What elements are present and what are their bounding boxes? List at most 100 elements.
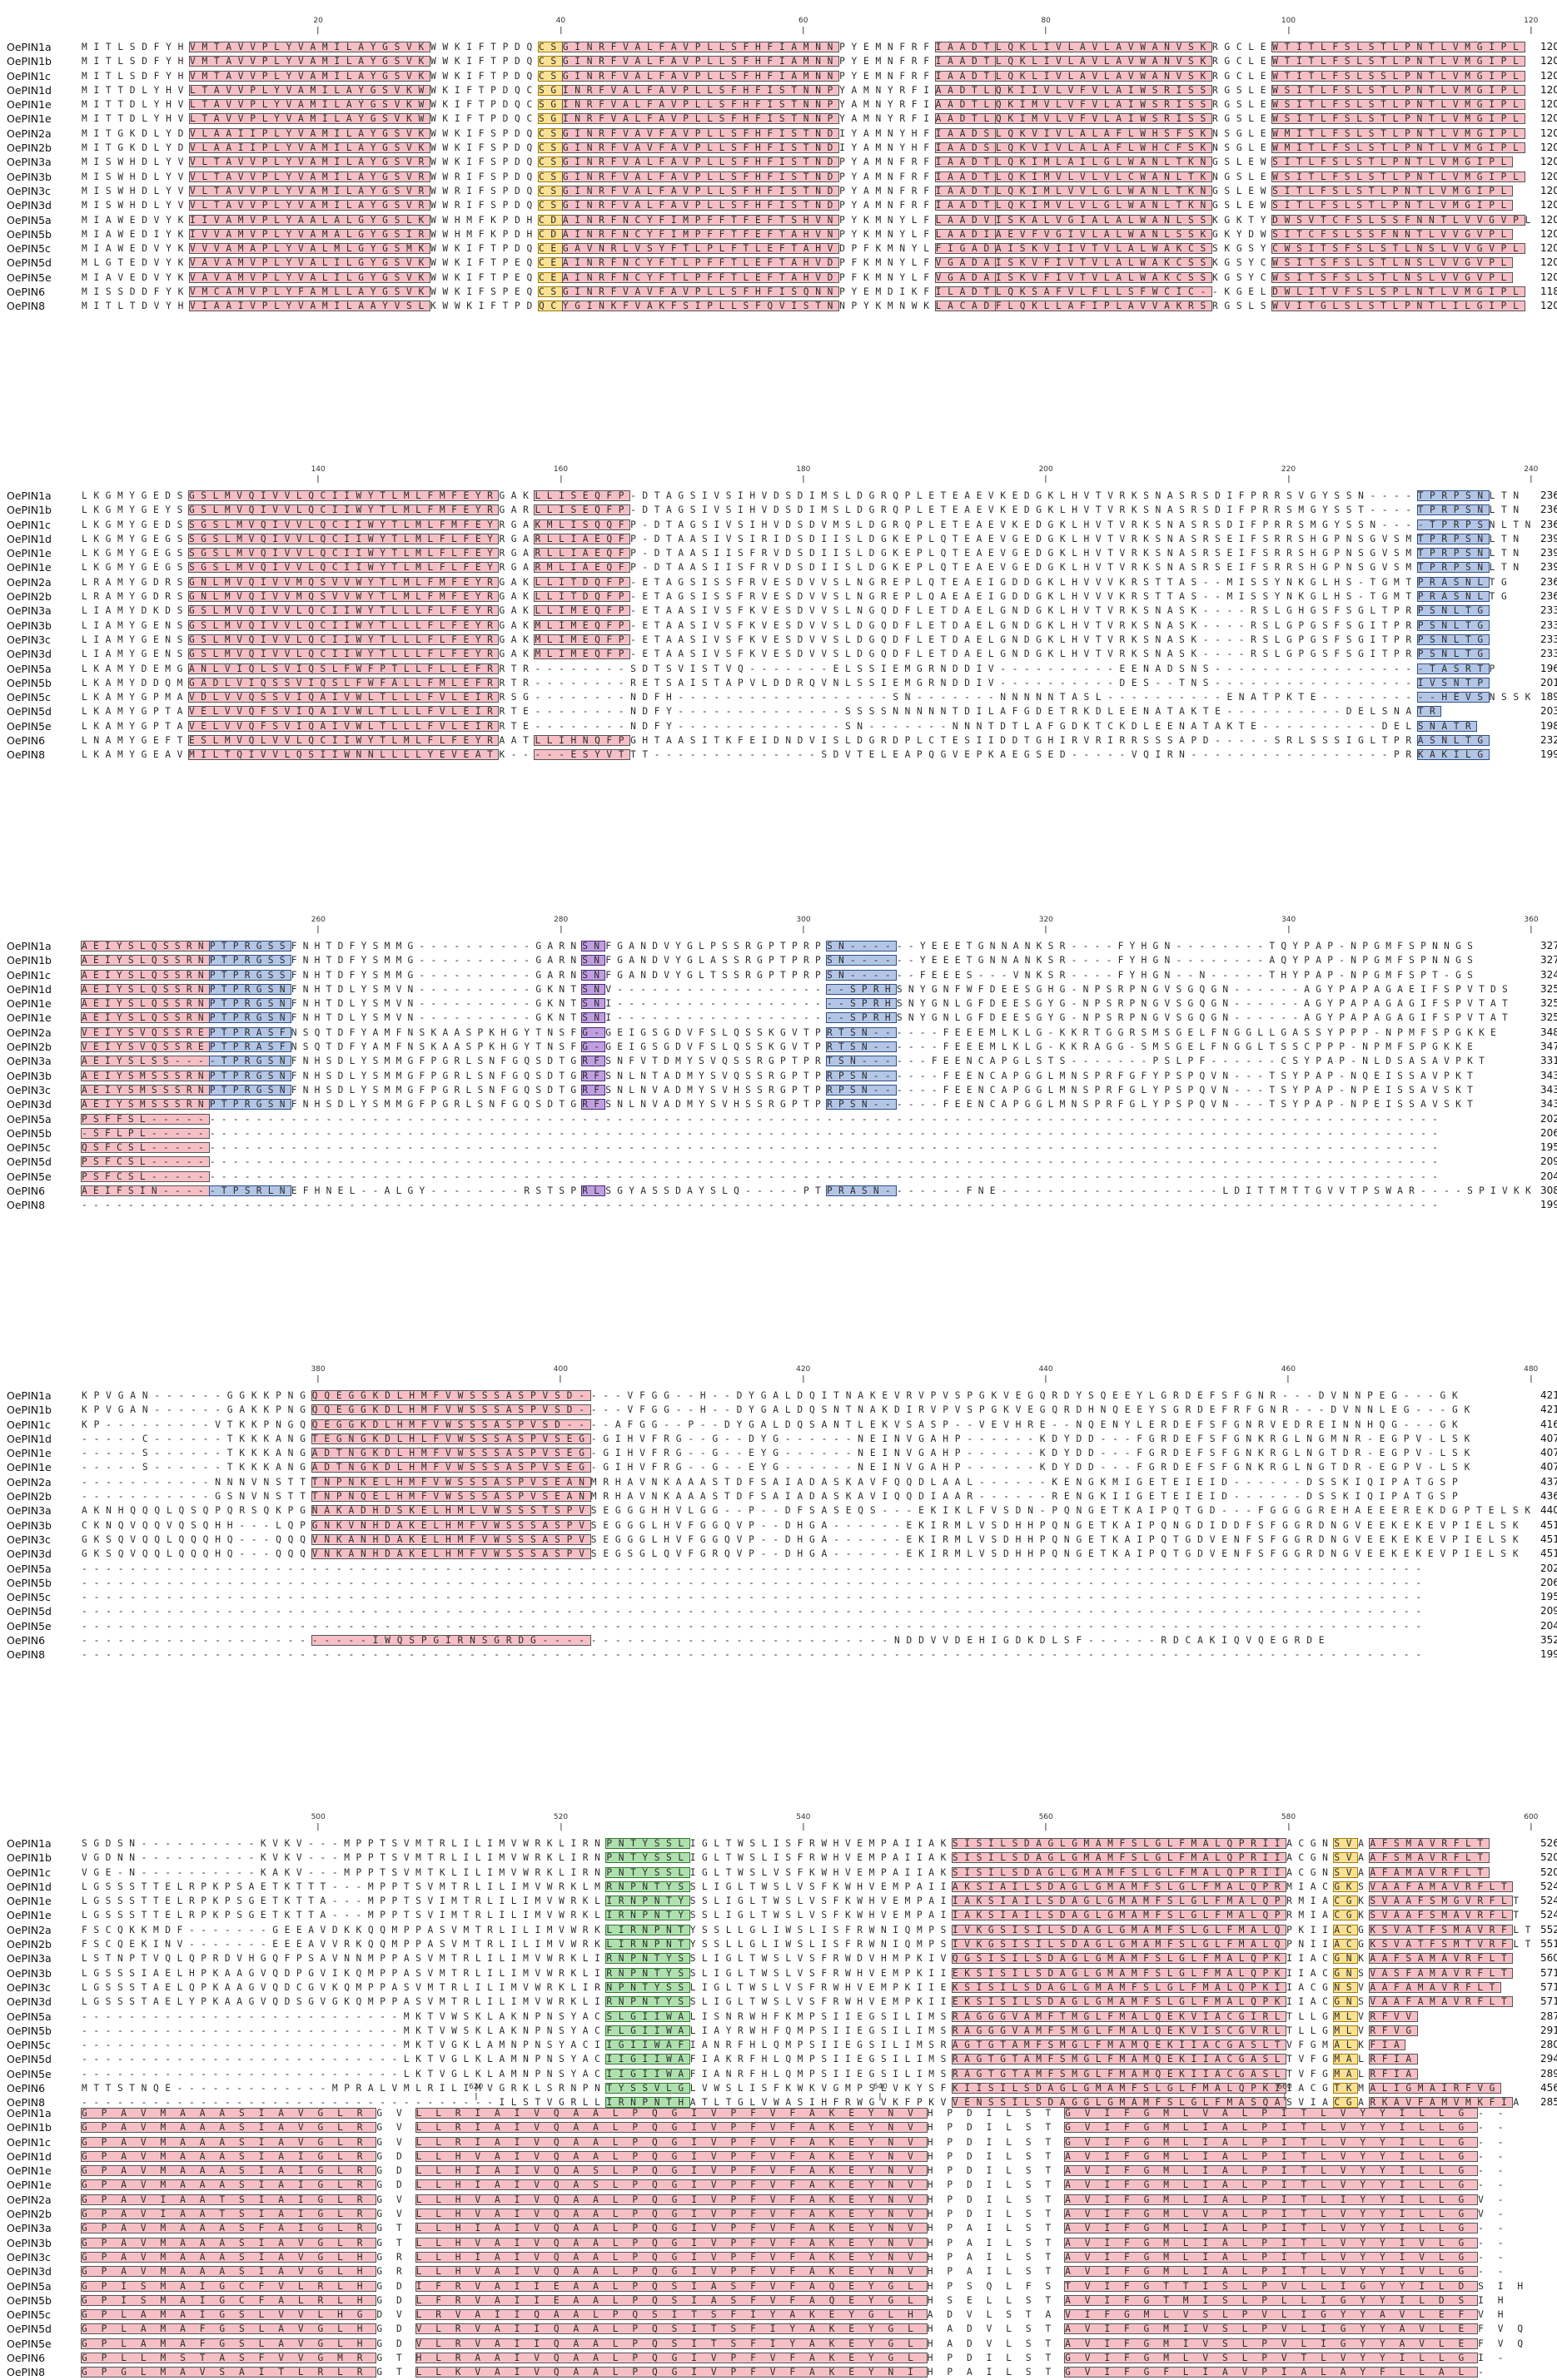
sequence-residues: MIAWEDVYKIIVAMVPLYAALALGYGSLKWWHMFKPDHCD… (82, 213, 1537, 227)
sequence-name: OePIN3b (7, 1069, 73, 1083)
ruler-tick: 40 (556, 17, 565, 34)
sequence-name: OePIN5b (7, 2293, 73, 2308)
sequence-name: OePIN1b (7, 1851, 73, 1865)
sequence-end-position: 120 (1540, 97, 1557, 112)
sequence-residues: MIAWEDVYKVVVAMAPLYVALMLGYGSMKWWKIFTPDQCE… (82, 241, 1525, 256)
sequence-end-position: 343 (1540, 1097, 1557, 1111)
sequence-residues: LKAMYGPTAVELVVQFSVIQAIVWLTLLLFVLEIRRTE--… (82, 719, 1477, 733)
sequence-residues: CKNQVQQVQSQHH---LQPGNKVNHDAKELHMFVWSSSAS… (82, 1518, 1525, 1533)
sequence-end-position: 120 (1540, 299, 1557, 313)
ruler-tick: 260 (311, 916, 326, 933)
ruler-tick: 80 (1041, 17, 1050, 34)
sequence-name: OePIN5a (7, 213, 73, 227)
sequence-name: OePIN5e (7, 2337, 73, 2351)
sequence-residues: LGSSSTTELRPKPSGETKTTA---MPPTSVIMTRLILIMV… (82, 1894, 1525, 1908)
sequence-end-position: 209 (1540, 1155, 1557, 1169)
ruler-tick: 420 (796, 1365, 810, 1383)
sequence-residues: MISWHDLYVVLTAVVPLYVAMILAYGSVRWWRIFSPDQCS… (82, 184, 1513, 198)
sequence-name: OePIN1a (7, 2106, 73, 2120)
sequence-residues: -----------GSNVNSTTTNPNQELHMFVWSSSASPVSE… (82, 1489, 1465, 1503)
sequence-residues: ----------------------------------------… (82, 1576, 1428, 1590)
sequence-residues: AEIYSLQSSRNPTPRGSSFNHTDFYSMMG----------G… (82, 939, 1479, 953)
sequence-end-position: 120 (1540, 69, 1557, 83)
sequence-name: OePIN5b (7, 676, 73, 690)
sequence-residues: ----------------------------------------… (82, 1647, 1428, 1662)
sequence-name: OePIN1e (7, 97, 73, 112)
sequence-residues: AEIYSMSSSRNPTPRGSNFNHSDLYSMMGFPGRLSNFGQS… (82, 1097, 1479, 1111)
sequence-end-position: 324 (1540, 968, 1557, 982)
ruler-tick: 620 (469, 2083, 483, 2100)
sequence-name: OePIN2a (7, 1475, 73, 1489)
sequence-name: OePIN1d (7, 2149, 73, 2164)
sequence-residues: ---------------------------MKTVWSKLAKNPN… (82, 2010, 1418, 2024)
sequence-name: OePIN2b (7, 1937, 73, 1951)
sequence-end-position: 204 (1540, 1170, 1557, 1184)
sequence-residues: PSFFSL----------------------------------… (82, 1112, 1444, 1126)
sequence-name: OePIN5a (7, 1562, 73, 1576)
sequence-end-position: 199 (1540, 748, 1557, 762)
sequence-end-position: 120 (1540, 227, 1557, 241)
ruler-tick: 160 (554, 465, 568, 483)
sequence-name: OePIN5e (7, 1619, 73, 1633)
sequence-name: OePIN3a (7, 1951, 73, 1965)
sequence-name: OePIN6 (7, 1184, 73, 1198)
sequence-residues: QSFCSL----------------------------------… (82, 1140, 1444, 1155)
sequence-residues: ----------------------------------------… (82, 1619, 1428, 1633)
sequence-name: OePIN5b (7, 1576, 73, 1590)
ruler-tick: 200 (1039, 465, 1053, 483)
alignment-row: OePIN5c---------------------------------… (7, 1590, 1555, 1604)
sequence-end-position: 526 (1540, 1836, 1557, 1851)
sequence-residues: GPLAMAFGSLAVGLHGDVLRVAIIQAALPQSITSFIYAKE… (82, 2322, 1537, 2336)
sequence-end-position: 233 (1540, 647, 1557, 661)
sequence-name: OePIN1d (7, 532, 73, 546)
sequence-residues: LKGMYGEGSSGSLMVQIVVLQCIIWYTLMLFLFEYRGARM… (82, 560, 1525, 574)
sequence-end-position: 120 (1540, 241, 1557, 256)
sequence-residues: LKAMYDEMGANLVIQLSVIQSLFWFPTLLFLLEFRRTR--… (82, 662, 1501, 676)
sequence-end-position: 236 (1540, 518, 1557, 532)
sequence-name: OePIN1c (7, 1418, 73, 1432)
sequence-name: OePIN1a (7, 40, 73, 54)
sequence-residues: MITGKDLYDVLAAIIPLYVAMILAYGSVKWWKIFSPDQCS… (82, 141, 1525, 155)
sequence-end-position: 440 (1540, 1503, 1557, 1518)
ruler-tick: 520 (554, 1813, 568, 1831)
sequence-residues: MLGTEDVYKVAVAMVPLYVALILGYGSVKWWKIFTPEQCE… (82, 256, 1513, 270)
sequence-end-position: 280 (1540, 2038, 1557, 2052)
alignment-row: OePIN2b-----------GSNVNSTTTNPNQELHMFVWSS… (7, 1489, 1555, 1503)
sequence-end-position: 195 (1540, 1140, 1557, 1155)
sequence-name: OePIN1e (7, 1908, 73, 1922)
sequence-end-position: 343 (1540, 1083, 1557, 1097)
sequence-name: OePIN2b (7, 589, 73, 604)
sequence-name: OePIN3c (7, 1083, 73, 1097)
sequence-residues: LGSSSTTELRPKPSAETKTTT---MPPTSVMTRLILIMVW… (82, 1880, 1513, 1894)
sequence-end-position: 524 (1540, 1880, 1557, 1894)
ruler-tick: 60 (798, 17, 808, 34)
sequence-name: OePIN3a (7, 604, 73, 618)
sequence-name: OePIN5d (7, 1155, 73, 1169)
sequence-name: OePIN5c (7, 2038, 73, 2052)
sequence-name: OePIN8 (7, 1647, 73, 1662)
sequence-end-position: 407 (1540, 1446, 1557, 1460)
